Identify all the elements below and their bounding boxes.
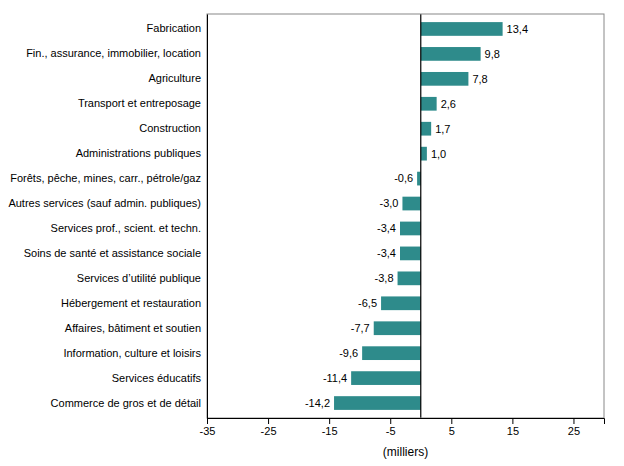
- tick-label: Hébergement et restauration: [61, 297, 201, 309]
- tick: -15: [322, 418, 338, 437]
- data-label: 9,8: [485, 48, 500, 60]
- tick-label: Commerce de gros et de détail: [51, 397, 201, 409]
- tick: -25: [261, 418, 277, 437]
- tick-label: Services éducatifs: [112, 372, 202, 384]
- tick-label: Fin., assurance, immobilier, location: [26, 47, 201, 59]
- tick: 5: [449, 418, 455, 437]
- tick-label: 15: [507, 425, 519, 437]
- data-label: -0,6: [394, 172, 413, 184]
- tick: Autres services (sauf admin. publiques): [8, 197, 201, 209]
- y-axis: Commerce de gros et de détail Services éd…: [8, 15, 207, 419]
- tick-mark: [512, 418, 513, 424]
- tick-label: 25: [568, 425, 580, 437]
- zero-line: [420, 14, 421, 418]
- tick-label: Construction: [139, 122, 201, 134]
- axis-line: [208, 419, 605, 425]
- tick-mark: [207, 418, 208, 424]
- chart-container: -35 -25 -15 -5 5 15 25 Commerce de gros et de d…: [0, 0, 624, 466]
- tick: Soins de santé et assistance sociale: [24, 247, 201, 259]
- bar: [421, 122, 431, 136]
- bar: [398, 271, 421, 285]
- tick: -5: [386, 418, 396, 437]
- tick: Fabrication: [147, 22, 201, 34]
- tick-label: Forêts, pêche, mines, carr., pétrole/gaz: [10, 172, 201, 184]
- bar: [402, 197, 420, 211]
- bar: [374, 321, 421, 335]
- tick: Construction: [139, 122, 201, 134]
- tick: 25: [568, 418, 580, 437]
- tick-label: Agriculture: [148, 72, 201, 84]
- bars: [334, 22, 503, 410]
- tick: Services d’utilité publique: [77, 272, 201, 284]
- tick-label: Information, culture et loisirs: [63, 347, 201, 359]
- bar: [421, 47, 481, 61]
- data-label: -11,4: [323, 372, 347, 384]
- data-label: -14,2: [305, 397, 330, 409]
- data-label: -3,4: [377, 222, 396, 234]
- bar: [421, 97, 437, 111]
- tick-label: Autres services (sauf admin. publiques): [8, 197, 201, 209]
- tick: Hébergement et restauration: [61, 297, 201, 309]
- tick-label: Services d’utilité publique: [77, 272, 201, 284]
- tick: Fin., assurance, immobilier, location: [26, 47, 201, 59]
- tick-label: -15: [322, 425, 338, 437]
- tick: Information, culture et loisirs: [63, 347, 201, 359]
- axis-line: [207, 15, 208, 419]
- tick: Administrations publiques: [76, 147, 202, 159]
- data-label: 1,0: [431, 148, 446, 160]
- data-label: -6,5: [358, 297, 377, 309]
- data-label: 1,7: [435, 123, 450, 135]
- tick: Commerce de gros et de détail: [51, 397, 201, 409]
- tick: Affaires, bâtiment et soutien: [65, 322, 201, 334]
- tick-label: -25: [261, 425, 277, 437]
- tick-mark: [329, 418, 330, 424]
- bar: [421, 147, 427, 161]
- data-label: 13,4: [507, 23, 528, 35]
- tick-label: Soins de santé et assistance sociale: [24, 247, 201, 259]
- tick: Services éducatifs: [112, 372, 202, 384]
- tick-label: -5: [386, 425, 396, 437]
- tick: -35: [200, 418, 216, 437]
- x-axis-title: (milliers): [383, 445, 428, 459]
- tick-mark: [451, 418, 452, 424]
- tick: 15: [507, 418, 519, 437]
- bar: [421, 22, 503, 36]
- data-label: -3,4: [377, 247, 396, 259]
- tick-label: 5: [449, 425, 455, 437]
- tick: Forêts, pêche, mines, carr., pétrole/gaz: [10, 172, 201, 184]
- chart-svg: -35 -25 -15 -5 5 15 25 Commerce de gros et de d…: [0, 0, 624, 466]
- bar: [334, 396, 421, 410]
- bar: [381, 296, 421, 310]
- tick-label: Affaires, bâtiment et soutien: [65, 322, 201, 334]
- bar: [400, 247, 421, 261]
- bar: [362, 346, 421, 360]
- tick-label: Transport et entreposage: [78, 97, 201, 109]
- plot-frame: [207, 14, 604, 418]
- tick-label: Administrations publiques: [76, 147, 202, 159]
- data-label: 2,6: [441, 98, 456, 110]
- tick-label: -35: [200, 425, 216, 437]
- data-label: -9,6: [339, 347, 358, 359]
- bar: [400, 222, 421, 236]
- tick-mark: [390, 418, 391, 424]
- tick-label: Fabrication: [147, 22, 201, 34]
- tick-mark: [268, 418, 269, 424]
- data-label: -7,7: [351, 322, 370, 334]
- tick-label: Services prof., scient. et techn.: [51, 222, 201, 234]
- data-label: -3,8: [375, 272, 394, 284]
- x-axis: -35 -25 -15 -5 5 15 25: [200, 418, 605, 437]
- tick: Agriculture: [148, 72, 201, 84]
- data-label: -3,0: [379, 197, 398, 209]
- bar: [351, 371, 421, 385]
- tick: Transport et entreposage: [78, 97, 201, 109]
- tick: Services prof., scient. et techn.: [51, 222, 201, 234]
- tick-mark: [573, 418, 574, 424]
- plot: -35 -25 -15 -5 5 15 25 Commerce de gros et de d…: [8, 14, 604, 459]
- bar: [421, 72, 469, 86]
- data-labels: -14,2 -11,4 -9,6 -7,7 -6,5 -3,8 -3,4 -3,4 -3,0 -0…: [305, 23, 528, 409]
- data-label: 7,8: [472, 73, 487, 85]
